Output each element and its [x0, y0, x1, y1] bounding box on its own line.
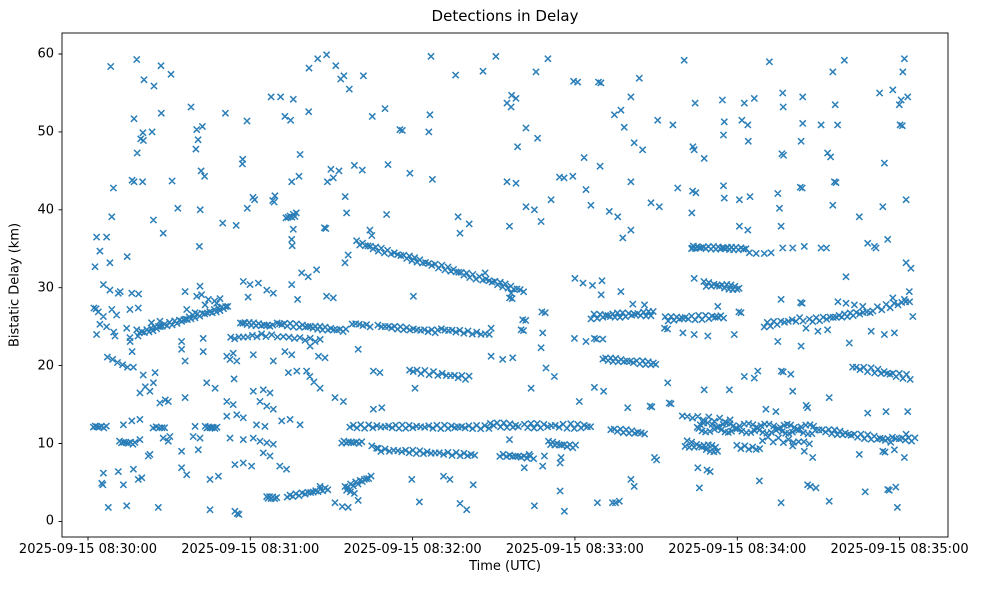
tick-marks: [58, 53, 901, 541]
chart-title: Detections in Delay: [431, 7, 579, 25]
y-tick-label: 10: [37, 436, 54, 452]
x-tick-label: 2025-09-15 08:35:00: [830, 542, 969, 557]
y-tick-label: 0: [45, 513, 54, 529]
y-tick-label: 60: [37, 46, 54, 62]
y-tick-label: 40: [37, 202, 54, 218]
scatter-points: [89, 51, 919, 519]
y-tick-label: 20: [37, 358, 54, 374]
x-tick-label: 2025-09-15 08:34:00: [668, 542, 807, 557]
x-tick-label: 2025-09-15 08:31:00: [181, 542, 320, 557]
x-tick-label: 2025-09-15 08:30:00: [18, 542, 158, 557]
x-axis-label: Time (UTC): [469, 559, 541, 574]
y-tick-label: 30: [37, 280, 54, 296]
y-tick-label: 50: [37, 124, 54, 140]
x-tick-label: 2025-09-15 08:33:00: [505, 542, 644, 557]
axes-frame: [61, 32, 949, 538]
y-axis-label: Bistatic Delay (km): [7, 222, 23, 348]
x-tick-label: 2025-09-15 08:32:00: [343, 542, 482, 557]
